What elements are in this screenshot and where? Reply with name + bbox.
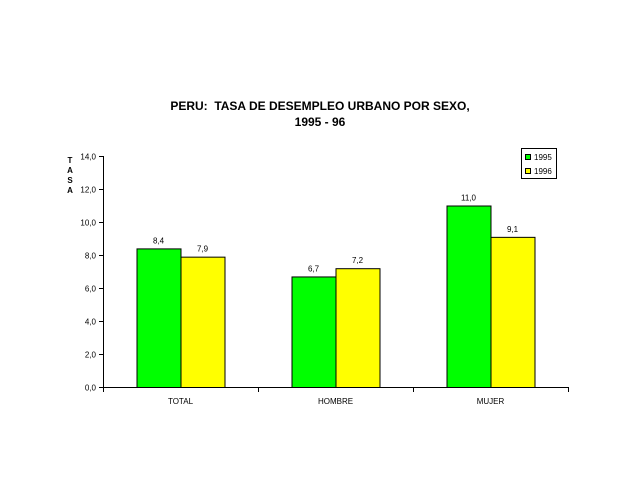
y-axis-label-letter: T <box>67 156 73 165</box>
legend-label-1996: 1996 <box>534 167 552 176</box>
x-tick-label-hombre: HOMBRE <box>318 397 353 406</box>
y-tick-label: 4,0 <box>85 318 97 327</box>
bar-1996-mujer <box>490 236 536 388</box>
y-axis-label-letter: A <box>67 186 73 195</box>
bar-1995-total <box>136 248 182 388</box>
x-tick-label-mujer: MUJER <box>477 397 505 406</box>
data-label-1995-mujer: 11,0 <box>461 194 477 203</box>
x-tick-label-total: TOTAL <box>168 397 194 406</box>
y-tick-label: 12,0 <box>80 186 96 195</box>
y-tick-label: 0,0 <box>85 384 97 393</box>
data-label-1995-hombre: 6,7 <box>308 264 320 273</box>
y-axis-label-letter: S <box>67 176 73 185</box>
y-tick-label: 10,0 <box>80 219 96 228</box>
bar-1995-mujer <box>446 205 492 388</box>
legend-swatch-1996 <box>525 168 531 174</box>
chart-title: PERU: TASA DE DESEMPLEO URBANO POR SEXO,… <box>0 98 640 130</box>
y-axis-label-letter: A <box>67 166 73 175</box>
data-label-1996-total: 7,9 <box>197 245 209 254</box>
data-label-1995-total: 8,4 <box>153 236 165 245</box>
y-tick-label: 8,0 <box>85 252 97 261</box>
chart-title-line-2: 1995 - 96 <box>294 115 346 129</box>
y-tick-label: 6,0 <box>85 285 97 294</box>
data-label-1996-mujer: 9,1 <box>507 225 519 234</box>
y-tick-label: 2,0 <box>85 351 97 360</box>
bar-1996-total <box>180 256 226 388</box>
data-label-1996-hombre: 7,2 <box>352 256 364 265</box>
legend-label-1995: 1995 <box>534 153 552 162</box>
legend-swatch-1995 <box>525 154 531 160</box>
y-tick-label: 14,0 <box>80 153 96 162</box>
bar-1996-hombre <box>335 268 381 389</box>
chart-title-line-1: PERU: TASA DE DESEMPLEO URBANO POR SEXO, <box>170 99 470 113</box>
bar-1995-hombre <box>291 276 337 389</box>
